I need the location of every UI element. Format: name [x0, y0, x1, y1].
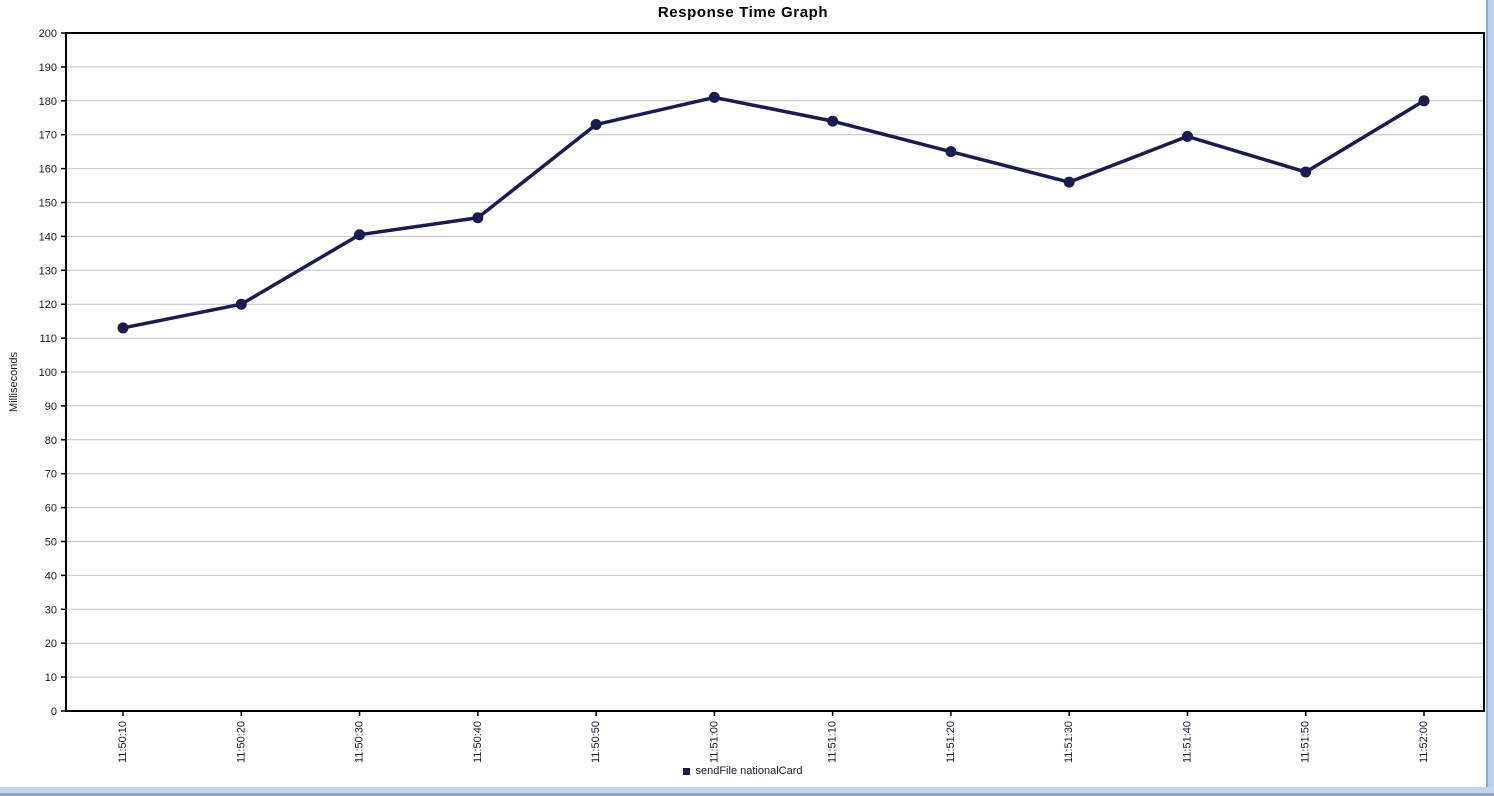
x-tick-label: 11:52:00 [1418, 721, 1430, 763]
y-tick-label: 70 [45, 469, 57, 481]
y-tick-label: 40 [45, 570, 57, 582]
x-tick-label: 11:51:50 [1300, 721, 1312, 763]
data-point [472, 212, 484, 224]
data-point [235, 298, 247, 310]
legend: sendFile nationalCard [0, 765, 1486, 777]
data-point [117, 322, 129, 334]
data-point [1063, 176, 1075, 188]
y-tick-label: 20 [45, 638, 57, 650]
window-border-right [1486, 0, 1494, 796]
y-tick-label: 190 [39, 62, 57, 74]
data-point [945, 146, 957, 158]
y-tick-label: 140 [39, 231, 57, 243]
y-tick-label: 50 [45, 537, 57, 549]
x-tick-label: 11:50:50 [590, 721, 602, 763]
series-line [121, 95, 1426, 330]
data-point [708, 91, 720, 103]
y-tick-label: 160 [39, 164, 57, 176]
x-tick-label: 11:50:20 [235, 721, 247, 763]
data-point [1418, 95, 1430, 107]
y-tick-label: 150 [39, 198, 57, 210]
x-tick-label: 11:50:10 [117, 721, 129, 763]
y-tick-label: 30 [45, 604, 57, 616]
x-tick-label: 11:50:30 [354, 721, 366, 763]
data-point [1181, 130, 1193, 142]
y-tick-label: 170 [39, 130, 57, 142]
y-tick-label: 130 [39, 265, 57, 277]
x-tick-label: 11:50:40 [472, 721, 484, 763]
y-tick-label: 110 [39, 333, 57, 345]
y-tick-label: 200 [39, 28, 57, 40]
legend-label: sendFile nationalCard [695, 765, 803, 777]
window-border-bottom [0, 787, 1494, 796]
y-tick-label: 120 [39, 299, 57, 311]
y-tick-label: 60 [45, 503, 57, 515]
y-tick-label: 0 [51, 706, 57, 718]
y-tick-label: 10 [45, 672, 57, 684]
x-tick-label: 11:51:20 [945, 721, 957, 763]
y-tick-label: 180 [39, 96, 57, 108]
x-tick-label: 11:51:30 [1063, 721, 1075, 763]
y-tick-label: 100 [39, 367, 57, 379]
data-point [590, 119, 602, 131]
x-tick-label: 11:51:10 [827, 721, 839, 763]
y-tick-label: 90 [45, 401, 57, 413]
data-point [827, 115, 839, 127]
data-point [1300, 166, 1312, 178]
x-tick-label: 11:51:40 [1181, 721, 1193, 763]
data-point [354, 229, 366, 241]
x-tick-label: 11:51:00 [708, 721, 720, 763]
chart-title: Response Time Graph [657, 4, 829, 21]
legend-swatch-icon [683, 767, 691, 775]
y-tick-label: 80 [45, 435, 57, 447]
